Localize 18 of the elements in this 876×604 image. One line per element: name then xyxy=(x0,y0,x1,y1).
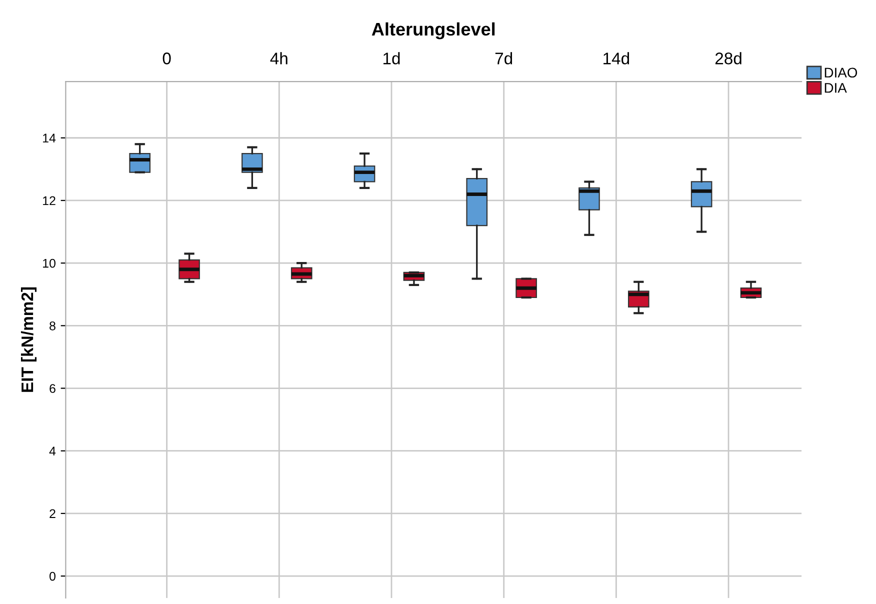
x-axis-title: Alterungslevel xyxy=(372,22,495,40)
y-axis-title: EIT [kN/mm2] xyxy=(20,287,37,392)
y-tick-label: 8 xyxy=(50,321,56,330)
x-tick-label: 0 xyxy=(162,52,171,64)
y-tick-label: 2 xyxy=(50,509,56,518)
x-tick-label: 28d xyxy=(715,52,742,64)
legend-label: DIA xyxy=(824,83,847,93)
x-tick-label: 4h xyxy=(270,52,288,64)
y-tick-label: 10 xyxy=(43,258,56,268)
y-tick-label: 4 xyxy=(49,446,56,456)
y-tick-label: 0 xyxy=(50,572,56,581)
y-tick-label: 14 xyxy=(43,134,56,142)
y-tick-label: 12 xyxy=(43,196,56,205)
legend-label: DIAO xyxy=(824,68,858,78)
x-tick-label: 1d xyxy=(383,52,400,64)
x-tick-label: 14d xyxy=(604,52,630,64)
x-tick-label: 7d xyxy=(495,52,512,64)
y-tick-label: 6 xyxy=(50,384,56,393)
